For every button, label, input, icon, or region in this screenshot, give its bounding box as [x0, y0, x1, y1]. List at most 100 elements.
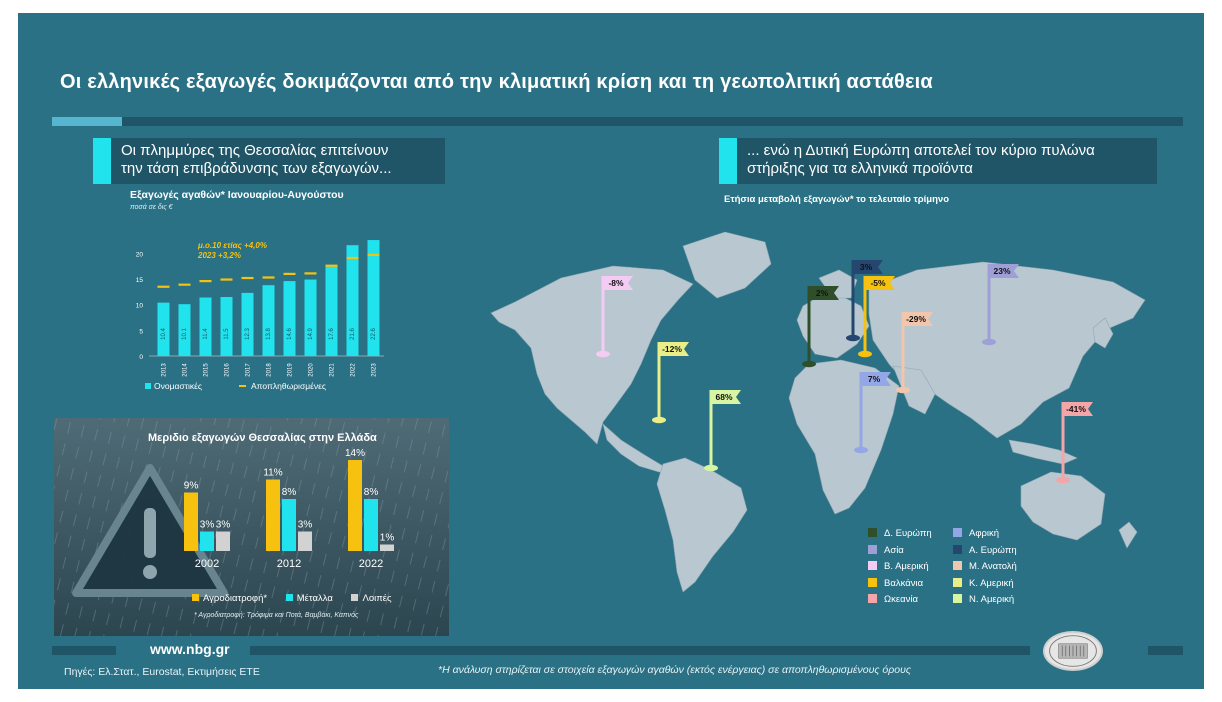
flag-banner [1063, 402, 1093, 416]
indonesia-shape [1008, 439, 1078, 465]
flag-banner [903, 312, 933, 326]
right-header-line1: ... ενώ η Δυτική Ευρώπη αποτελεί τον κύρ… [747, 142, 1095, 159]
flag-banner [861, 372, 891, 386]
chart1-title: Εξαγωγές αγαθών* Ιανουαρίου-Αυγούστου [130, 189, 344, 201]
footer-bar-left [52, 646, 116, 655]
left-header-text: Οι πλημμύρες της Θεσσαλίας επιτείνουν τη… [121, 142, 392, 178]
world-map-svg: 2% 23% -8% -5% -41% 7% 3% -29% -12% 68% [490, 231, 1146, 593]
chart1-bar-label: 21.6 [350, 328, 356, 340]
chart1-bar-label: 17.6 [329, 328, 335, 340]
flag-value: -41% [1066, 404, 1086, 414]
chart1-bar-label: 10.1 [182, 328, 188, 340]
nbg-url: www.nbg.gr [150, 641, 230, 657]
legend-other-label: Λοιπές [362, 593, 392, 604]
chart1-bar-nominal [367, 240, 380, 356]
map-legend-item: Μ. Ανατολή [953, 561, 1017, 572]
chart2-bar [298, 531, 312, 551]
panel-background [54, 418, 449, 636]
map-legend-item: Β. Αμερική [868, 561, 929, 572]
region-flag-Α. Ευρώπη: 3% [846, 260, 883, 342]
chart2-value-label: 11% [263, 468, 282, 479]
map-legend-swatch [953, 544, 962, 554]
map-legend-swatch [868, 528, 877, 537]
south-america-shape [656, 457, 748, 593]
flag-banner [603, 276, 633, 290]
main-title: Οι ελληνικές εξαγωγές δοκιμάζονται από τ… [60, 71, 933, 93]
map-legend-label: Ασία [884, 544, 904, 556]
flag-value: 68% [715, 392, 732, 402]
map-legend-label: Μ. Ανατολή [969, 561, 1017, 572]
chart1-x-tick: 2022 [351, 363, 357, 377]
map-legend-label: Β. Αμερική [884, 561, 929, 572]
greenland-shape [682, 231, 772, 299]
flag-banner [989, 264, 1019, 278]
region-flag-Ωκεανία: -41% [1056, 402, 1093, 484]
chart1-x-tick: 2013 [162, 363, 168, 377]
chart2-value-label: 14% [345, 448, 365, 459]
chart1-bar-nominal [283, 281, 296, 356]
flag-base [854, 446, 868, 454]
chart1-x-tick: 2019 [288, 363, 294, 377]
chart1-legend: Ονομαστικές Αποπληθωρισμένες [145, 381, 326, 391]
sources: Πηγές: Ελ.Στατ., Eurostat, Εκτιμήσεις ΕΤ… [64, 666, 260, 678]
chart2-bar [364, 499, 378, 551]
map-legend-item: Βαλκάνια [868, 577, 923, 589]
map-legend-swatch [953, 594, 962, 603]
chart2-bar [200, 531, 214, 551]
chart1-y-tick: 5 [139, 328, 143, 335]
flag-banner [659, 342, 689, 356]
chart2-category-label: 2012 [277, 558, 301, 570]
north-america-shape [490, 265, 694, 445]
map-legend: Δ. Ευρώπη Ασία Β. Αμερική Βαλκάνια Ωκεανία Αφ… [868, 528, 1068, 618]
chart2-legend: Αγροδιατροφή* Μέταλλα Λοιπές [192, 593, 392, 604]
chart1-annotation: μ.ο.10 ετίας +4,0% [197, 241, 267, 250]
flag-banner [853, 260, 883, 274]
chart2-value-label: 3% [200, 520, 215, 531]
chart1-bar-label: 12.3 [245, 328, 251, 340]
map-legend-item: Α. Ευρώπη [953, 544, 1017, 556]
flag-value: 3% [860, 262, 873, 272]
flag-value: -8% [608, 278, 624, 288]
footer-bar-right [1148, 646, 1183, 655]
map-legend-swatch [868, 561, 877, 570]
map-legend-label: Ν. Αμερική [969, 594, 1015, 605]
right-header-accent [719, 138, 737, 184]
title-underline [52, 117, 1183, 126]
map-legend-label: Δ. Ευρώπη [884, 528, 932, 539]
chart1-x-tick: 2020 [309, 363, 315, 377]
chart1-x-tick: 2014 [183, 363, 189, 377]
chart1-bar-nominal [262, 285, 275, 356]
map-legend-swatch [868, 594, 877, 603]
legend-agro-label: Αγροδιατροφή* [203, 593, 268, 604]
chart1-bar-nominal [157, 302, 170, 356]
flag-base [846, 334, 860, 342]
chart1-y-tick: 15 [136, 277, 144, 284]
right-header-line2: στήριξης για τα ελληνικά προϊόντα [747, 160, 973, 177]
chart1-x-tick: 2018 [267, 363, 273, 377]
region-flag-Ν. Αμερική: 68% [704, 390, 741, 472]
chart2-value-label: 8% [364, 487, 379, 498]
map-legend-swatch [868, 577, 877, 587]
chart1-x-tick: 2017 [246, 363, 252, 377]
japan-shape [1092, 317, 1114, 349]
australia-shape [1020, 471, 1106, 541]
map-legend-swatch [953, 561, 962, 570]
world-map: 2% 23% -8% -5% -41% 7% 3% -29% -12% 68% [473, 218, 1173, 598]
chart1-bar-nominal [346, 245, 359, 356]
asia-shape [868, 261, 1146, 439]
chart2-footnote: * Αγροδιατροφή: Τρόφιμα και Ποτά, Βαμβάκ… [194, 612, 359, 619]
region-flag-Αφρική: 7% [854, 372, 891, 454]
flag-value: -29% [906, 314, 926, 324]
chart2-bar [380, 544, 394, 551]
chart2-value-label: 3% [216, 520, 231, 531]
chart2-value-label: 9% [184, 481, 199, 492]
legend-swatch-nominal [145, 383, 151, 389]
region-flag-Βαλκάνια: -5% [858, 276, 895, 358]
flag-base [1056, 476, 1070, 484]
chart1-bar-label: 14.9 [308, 328, 314, 340]
map-legend-item: Δ. Ευρώπη [868, 528, 932, 539]
map-legend-item: Ωκεανία [868, 594, 918, 605]
legend-metals-label: Μέταλλα [296, 593, 333, 604]
chart2-bar [282, 499, 296, 551]
map-legend-item: Κ. Αμερική [953, 577, 1014, 589]
